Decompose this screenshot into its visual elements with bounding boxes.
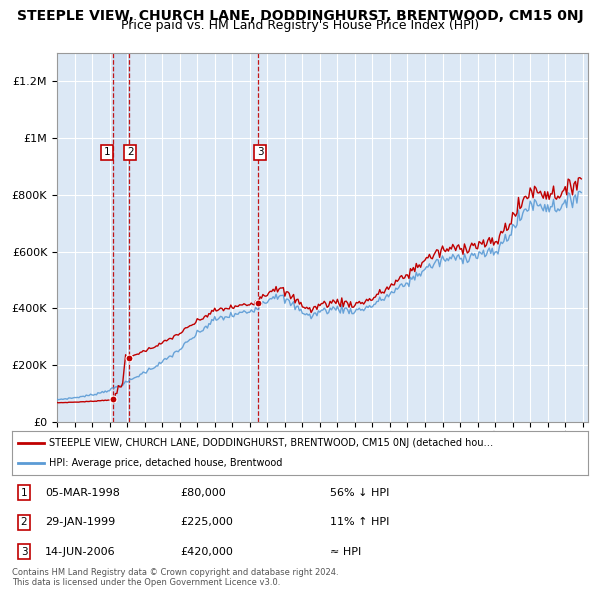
Text: 1: 1: [104, 148, 110, 158]
Text: 2: 2: [20, 517, 28, 527]
Text: 2: 2: [127, 148, 134, 158]
Text: Price paid vs. HM Land Registry's House Price Index (HPI): Price paid vs. HM Land Registry's House …: [121, 19, 479, 32]
Text: Contains HM Land Registry data © Crown copyright and database right 2024.
This d: Contains HM Land Registry data © Crown c…: [12, 568, 338, 587]
Bar: [113, 53, 128, 422]
Text: STEEPLE VIEW, CHURCH LANE, DODDINGHURST, BRENTWOOD, CM15 0NJ: STEEPLE VIEW, CHURCH LANE, DODDINGHURST,…: [17, 9, 583, 23]
Text: 14-JUN-2006: 14-JUN-2006: [45, 547, 116, 556]
Text: 29-JAN-1999: 29-JAN-1999: [45, 517, 115, 527]
Text: £80,000: £80,000: [180, 488, 226, 497]
Text: 1: 1: [20, 488, 28, 497]
Text: ≈ HPI: ≈ HPI: [330, 547, 361, 556]
Text: 05-MAR-1998: 05-MAR-1998: [45, 488, 120, 497]
Text: 11% ↑ HPI: 11% ↑ HPI: [330, 517, 389, 527]
Text: 56% ↓ HPI: 56% ↓ HPI: [330, 488, 389, 497]
Text: 3: 3: [257, 148, 263, 158]
Text: £225,000: £225,000: [180, 517, 233, 527]
Text: HPI: Average price, detached house, Brentwood: HPI: Average price, detached house, Bren…: [49, 458, 283, 467]
Text: 3: 3: [20, 547, 28, 556]
Text: STEEPLE VIEW, CHURCH LANE, DODDINGHURST, BRENTWOOD, CM15 0NJ (detached hou…: STEEPLE VIEW, CHURCH LANE, DODDINGHURST,…: [49, 438, 494, 448]
Text: £420,000: £420,000: [180, 547, 233, 556]
